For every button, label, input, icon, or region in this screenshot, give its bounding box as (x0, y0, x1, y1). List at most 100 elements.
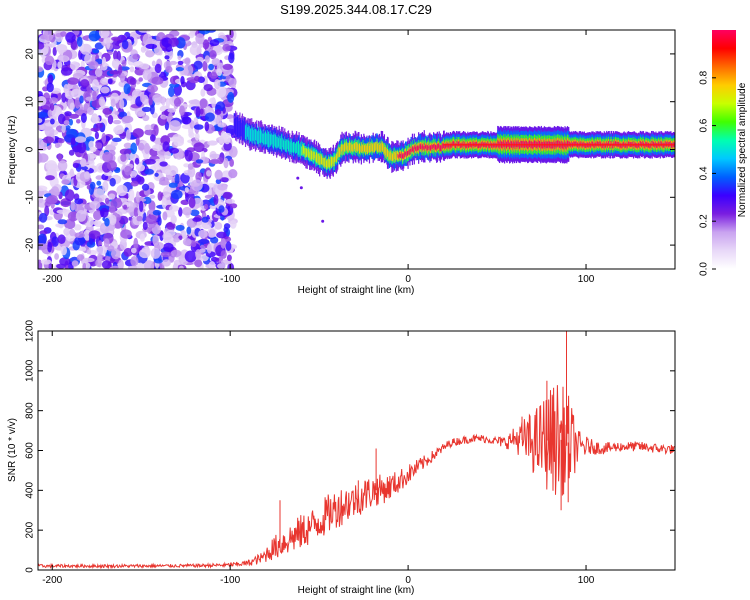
noise-blob (215, 101, 226, 112)
ridge-segment (274, 135, 277, 147)
noise-blob (117, 259, 124, 269)
noise-blob (49, 97, 58, 104)
noise-blob (209, 153, 221, 159)
noise-blob (123, 83, 131, 95)
ridge-segment (238, 118, 240, 139)
noise-blob (227, 262, 235, 269)
ridge-segment (507, 140, 509, 147)
noise-blob (162, 259, 171, 267)
noise-blob (43, 30, 54, 41)
noise-blob (60, 245, 67, 256)
ridge-segment (277, 136, 279, 148)
ridge-segment (239, 117, 241, 139)
noise-blob (182, 238, 192, 246)
ridge-segment (515, 142, 518, 150)
noise-blob (165, 97, 170, 110)
ridge-segment (288, 140, 290, 153)
noise-blob (47, 74, 54, 85)
ridge-segment (616, 141, 618, 147)
ridge-segment (390, 149, 392, 161)
noise-blob (228, 52, 235, 64)
noise-blob (74, 198, 84, 205)
ridge-segment (632, 143, 635, 149)
ridge-segment (416, 146, 419, 152)
ridge-segment (238, 121, 240, 137)
ridge-segment (497, 140, 499, 148)
ridge-segment (472, 141, 474, 147)
ridge-segment (299, 143, 301, 157)
noise-blob (94, 42, 104, 50)
noise-blob (107, 78, 113, 85)
ridge-segment (349, 142, 351, 151)
noise-blob (74, 97, 81, 109)
ridge-segment (435, 144, 437, 150)
ridge-segment (442, 142, 445, 149)
ridge-segment (611, 143, 613, 148)
ridge-segment (585, 143, 587, 148)
ridge-segment (445, 143, 447, 148)
ridge-segment (666, 141, 668, 147)
ridge-segment (652, 141, 655, 147)
ridge-segment (265, 130, 267, 145)
ridge-segment (315, 152, 318, 162)
ridge-segment (244, 125, 247, 139)
ridge-segment (330, 156, 332, 167)
noise-blob (145, 214, 157, 225)
ridge-segment (246, 123, 248, 139)
noise-blob (69, 113, 79, 119)
noise-blob (119, 148, 132, 155)
ridge-segment (461, 143, 463, 149)
ridge-segment (446, 144, 448, 150)
noise-blob (187, 163, 194, 170)
noise-blob (109, 177, 116, 187)
noise-blob (114, 111, 120, 115)
ridge-segment (297, 140, 300, 158)
ridge-segment (400, 152, 402, 159)
ridge-segment (236, 116, 238, 138)
ridge-segment (637, 143, 639, 149)
ridge-segment (267, 131, 270, 149)
ridge-segment (396, 151, 398, 160)
ridge-segment (606, 140, 608, 146)
ridge-segment (385, 147, 387, 158)
noise-blob (93, 188, 105, 199)
ridge-segment (249, 125, 251, 144)
ridge-segment (457, 141, 460, 147)
ridge-segment (253, 127, 255, 143)
ridge-segment (563, 142, 565, 150)
ridge-segment (651, 143, 653, 149)
ridge-segment (383, 143, 385, 155)
noise-blob (44, 205, 50, 217)
ridge-segment (477, 143, 479, 149)
ridge-segment (289, 142, 291, 152)
ridge-segment (380, 143, 382, 152)
y-tick-label: 0 (25, 146, 36, 152)
noise-blob (45, 175, 55, 181)
noise-blob (94, 68, 103, 77)
noise-blob (204, 194, 214, 199)
noise-blob (226, 114, 234, 120)
ridge-segment (414, 144, 417, 151)
ridge-segment (438, 143, 440, 149)
ridge-segment (293, 142, 295, 157)
noise-blob (95, 175, 103, 180)
noise-blob (193, 124, 204, 130)
snr-series-line (38, 331, 675, 570)
noise-blob (111, 265, 119, 269)
ridge-segment (271, 134, 273, 144)
spectrogram-data (38, 30, 675, 269)
noise-blob (79, 95, 84, 104)
noise-blob (139, 63, 150, 70)
ridge-segment (409, 149, 411, 156)
ridge-segment (314, 151, 316, 159)
noise-blob (80, 113, 87, 123)
noise-blob (60, 67, 73, 76)
noise-blob (227, 91, 235, 103)
noise-blob (152, 144, 163, 152)
noise-blob (181, 124, 193, 130)
noise-blob (57, 234, 66, 244)
ridge-segment (347, 143, 349, 154)
ridge-segment (263, 133, 265, 145)
noise-blob (209, 72, 219, 79)
